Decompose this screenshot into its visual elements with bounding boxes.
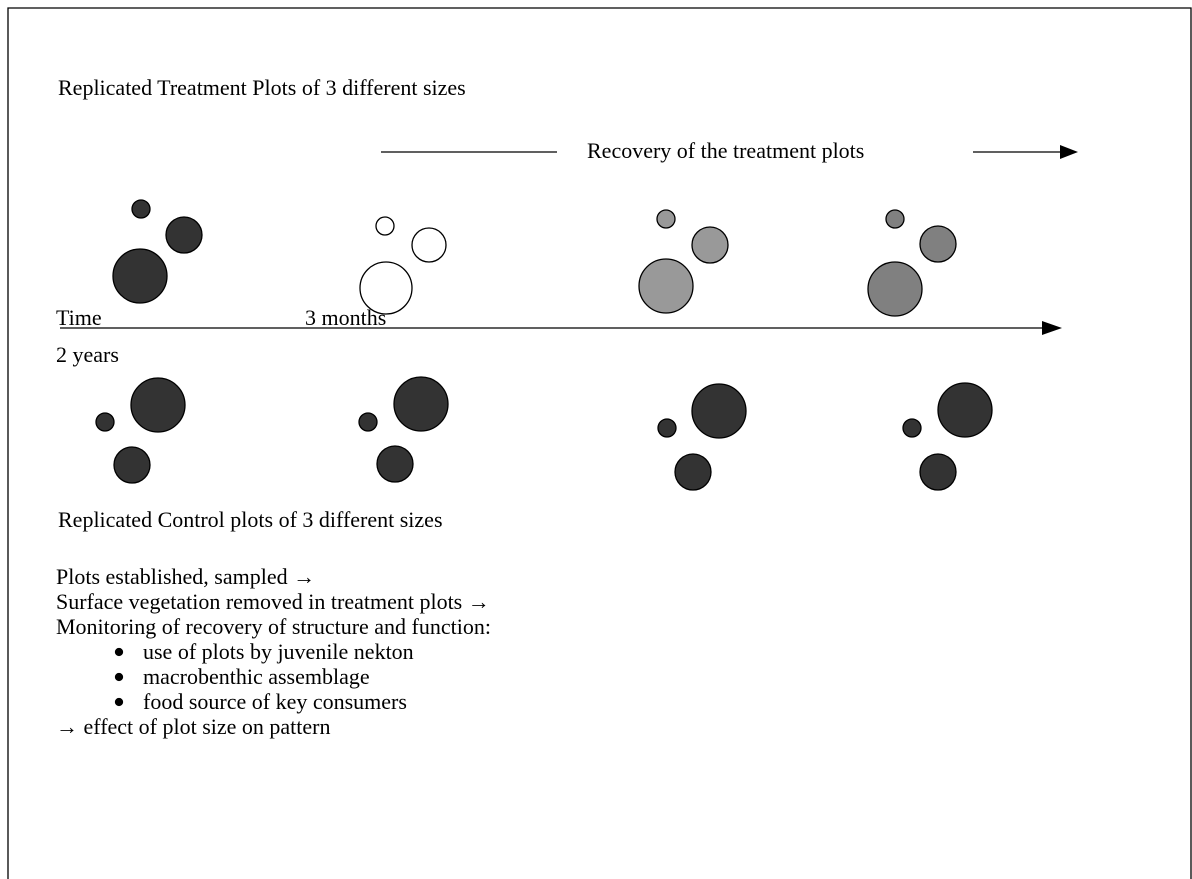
recovery-label: Recovery of the treatment plots [587,138,864,163]
plot [919,453,957,491]
plot [411,227,447,263]
plot [657,418,677,438]
bullet-text: food source of key consumers [143,689,407,714]
plot [867,261,923,317]
plot [358,412,378,432]
treatment-plots [112,199,957,317]
control-plots [95,376,993,491]
time-mark: 3 months [305,305,386,330]
plot [885,209,905,229]
plot [95,412,115,432]
plot [359,261,413,315]
note: Plots established, sampled → [56,564,315,589]
plot [937,382,993,438]
plot [691,383,747,439]
bullet-text: use of plots by juvenile nekton [143,639,414,664]
plot [130,377,186,433]
plot [113,446,151,484]
plot [902,418,922,438]
plot [393,376,449,432]
frame [7,7,1192,879]
note: Monitoring of recovery of structure and … [56,614,491,639]
time-end: 2 years [56,342,119,367]
bullet-text: macrobenthic assemblage [143,664,370,689]
plot [375,216,395,236]
arrowhead [1060,145,1078,159]
plot [376,445,414,483]
plot [638,258,694,314]
note: Surface vegetation removed in treatment … [56,589,490,614]
plot [131,199,151,219]
plot [165,216,203,254]
arrowhead [1042,321,1062,335]
control-label: Replicated Control plots of 3 different … [58,507,443,532]
time-label: Time [56,305,102,330]
plot [112,248,168,304]
plot [919,225,957,263]
plot [674,453,712,491]
bullet [114,697,124,707]
title: Replicated Treatment Plots of 3 differen… [58,75,466,100]
bullet [114,672,124,682]
plot [691,226,729,264]
bullet [114,647,124,657]
conclusion: → effect of plot size on pattern [56,714,331,739]
plot [656,209,676,229]
